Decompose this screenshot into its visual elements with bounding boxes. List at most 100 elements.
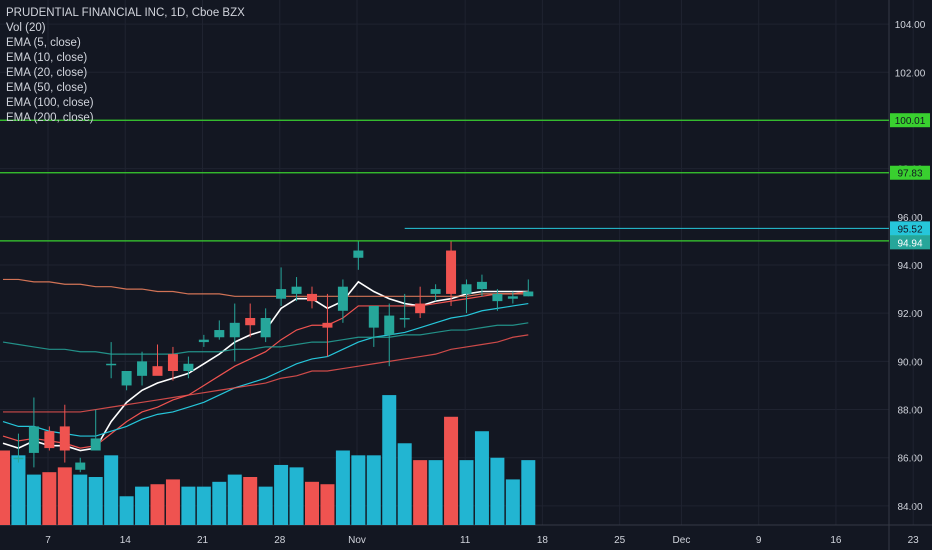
volume-bar — [227, 474, 242, 525]
volume-bar — [42, 472, 57, 525]
candle-body — [430, 289, 441, 294]
candle-body — [507, 296, 518, 299]
volume-bar — [57, 467, 72, 525]
volume-bar — [335, 450, 350, 525]
volume-bar — [459, 460, 474, 525]
candle-body — [260, 318, 271, 338]
volume-bar — [366, 455, 381, 525]
x-tick-label: 18 — [537, 535, 549, 546]
volume-bar — [320, 484, 335, 525]
candle-body — [183, 363, 194, 371]
volume-bar — [428, 460, 443, 525]
volume-bar — [505, 479, 520, 525]
y-tick-label: 84.00 — [897, 502, 922, 513]
candle-body — [384, 315, 395, 335]
candle-body — [106, 363, 117, 366]
volume-bar — [135, 486, 150, 525]
legend-volume[interactable]: Vol (20) — [6, 22, 46, 34]
ema200-line — [3, 278, 529, 297]
candle-body — [214, 330, 225, 338]
volume-bar — [258, 486, 273, 525]
x-tick-label: Dec — [673, 535, 691, 546]
chart-legend: PRUDENTIAL FINANCIAL INC, 1D, Cboe BZX V… — [6, 6, 245, 126]
candle-body — [476, 281, 487, 290]
legend-ema200[interactable]: EMA (200, close) — [6, 112, 94, 124]
candle-body — [75, 462, 86, 470]
volume-bar — [444, 416, 459, 525]
volume-bar — [26, 474, 41, 525]
candle-body — [137, 361, 148, 376]
level-label: 100.01 — [895, 116, 926, 127]
volume-bar — [73, 474, 88, 525]
y-tick-label: 86.00 — [897, 454, 922, 465]
volume-bar — [243, 477, 258, 525]
candle-body — [59, 426, 70, 451]
volume-bar — [521, 460, 536, 525]
candle-body — [0, 450, 8, 458]
candle-body — [276, 289, 287, 299]
ema20-line — [2, 302, 529, 437]
candle-body — [337, 286, 348, 311]
candle-body — [44, 431, 55, 449]
candle-body — [399, 318, 410, 320]
x-tick-label: 9 — [756, 535, 762, 546]
candle-body — [322, 322, 333, 328]
candle-body — [492, 293, 503, 302]
volume-bar — [490, 457, 505, 525]
last-price-label-bg — [890, 235, 930, 250]
y-tick-label: 104.00 — [895, 20, 926, 31]
volume-bar — [305, 481, 319, 525]
ema100-line — [3, 334, 529, 413]
y-tick-label: 92.00 — [897, 309, 922, 320]
volume-bar — [382, 395, 397, 525]
legend-ema20[interactable]: EMA (20, close) — [6, 67, 88, 79]
volume-bar — [474, 431, 489, 525]
candle-body — [90, 438, 101, 451]
x-tick-label: 7 — [45, 535, 51, 546]
candle-body — [291, 286, 302, 294]
volume-bar — [88, 477, 103, 525]
resistance-label: 95.52 — [897, 224, 922, 235]
candle-body — [152, 366, 163, 376]
candle-body — [167, 354, 178, 371]
y-tick-label: 90.00 — [897, 357, 922, 368]
volume-bar — [150, 484, 165, 525]
candle-body — [523, 291, 534, 297]
volume-bar — [212, 481, 227, 525]
volume-bar — [397, 443, 412, 525]
y-tick-label: 102.00 — [895, 68, 926, 79]
volume-bar — [351, 455, 366, 525]
candle-body — [415, 303, 426, 314]
legend-ema5[interactable]: EMA (5, close) — [6, 37, 81, 49]
resistance-label-bg — [890, 221, 930, 236]
candle-body — [121, 371, 132, 386]
x-tick-label: 28 — [274, 535, 286, 546]
x-tick-label: 23 — [908, 535, 920, 546]
candle-body — [28, 426, 39, 453]
candle-body — [461, 284, 472, 294]
x-tick-label: 25 — [614, 535, 626, 546]
x-tick-label: 16 — [830, 535, 842, 546]
y-tick-label: 96.00 — [897, 213, 922, 224]
volume-bar — [289, 467, 304, 525]
volume-bar — [119, 496, 134, 525]
y-tick-label: 88.00 — [897, 406, 922, 417]
candle-body — [245, 318, 256, 326]
x-tick-label: 21 — [197, 535, 209, 546]
legend-ema10[interactable]: EMA (10, close) — [6, 52, 88, 64]
volume-bar — [413, 460, 428, 525]
volume-bar — [11, 455, 26, 525]
legend-ema100[interactable]: EMA (100, close) — [6, 97, 94, 109]
volume-bar — [0, 450, 10, 525]
y-tick-label: 94.00 — [897, 261, 922, 272]
volume-bar — [165, 479, 180, 525]
level-label-bg — [890, 165, 930, 180]
candle-body — [13, 457, 24, 460]
x-tick-label: Nov — [348, 535, 366, 546]
candle-body — [446, 250, 457, 294]
legend-ema50[interactable]: EMA (50, close) — [6, 82, 88, 94]
volume-bar — [274, 464, 289, 525]
level-label-bg — [890, 113, 930, 128]
